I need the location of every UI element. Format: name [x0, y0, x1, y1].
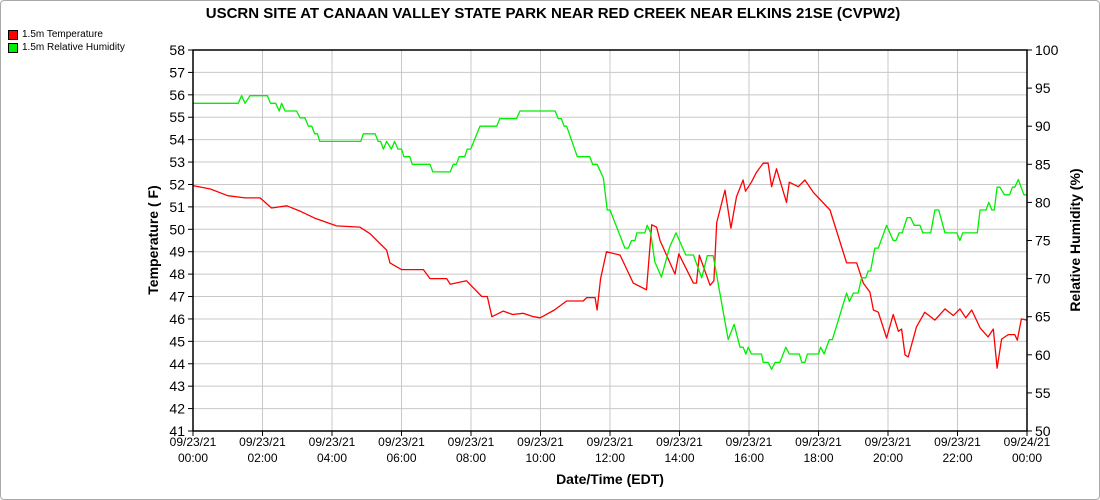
x-tick-date: 09/23/21: [309, 435, 356, 449]
legend-item-temperature[interactable]: 1.5m Temperature: [8, 28, 125, 41]
y-tick-label: 45: [169, 333, 185, 349]
y2-tick-label: 85: [1035, 156, 1051, 172]
x-tick-date: 09/23/21: [587, 435, 634, 449]
x-tick-date: 09/23/21: [726, 435, 773, 449]
y-tick-label: 56: [169, 87, 185, 103]
legend-label: 1.5m Temperature: [22, 29, 103, 40]
x-tick-date: 09/23/21: [239, 435, 286, 449]
x-tick-time: 18:00: [803, 451, 833, 465]
grid: [192, 49, 1028, 432]
x-tick-date: 09/23/21: [170, 435, 217, 449]
chart-title: USCRN SITE AT CANAAN VALLEY STATE PARK N…: [206, 5, 901, 22]
x-tick-time: 12:00: [595, 451, 625, 465]
legend-swatch-red: [8, 29, 18, 40]
y-tick-label: 42: [169, 401, 185, 417]
y2-tick-label: 80: [1035, 194, 1051, 210]
y-tick-label: 52: [169, 176, 185, 192]
legend-item-humidity[interactable]: 1.5m Relative Humidity: [8, 41, 125, 54]
x-tick-time: 16:00: [734, 451, 764, 465]
y2-tick-label: 75: [1035, 233, 1051, 249]
y-tick-label: 57: [169, 64, 185, 80]
x-tick-date: 09/24/21: [1004, 435, 1051, 449]
x-tick-time: 22:00: [942, 451, 972, 465]
x-tick-date: 09/23/21: [934, 435, 981, 449]
legend: 1.5m Temperature 1.5m Relative Humidity: [8, 28, 125, 54]
x-tick-time: 06:00: [386, 451, 416, 465]
x-tick-time: 00:00: [178, 451, 208, 465]
y-tick-label: 43: [169, 378, 185, 394]
x-tick-time: 14:00: [664, 451, 694, 465]
y-tick-label: 46: [169, 311, 185, 327]
y2-tick-label: 65: [1035, 309, 1051, 325]
x-tick-time: 00:00: [1012, 451, 1042, 465]
y-tick-label: 41: [169, 423, 185, 439]
legend-swatch-green: [8, 42, 18, 53]
y-tick-label: 54: [169, 132, 185, 148]
x-tick-date: 09/23/21: [378, 435, 425, 449]
x-axis-title: Date/Time (EDT): [556, 471, 664, 487]
x-tick-time: 10:00: [525, 451, 555, 465]
x-tick-time: 02:00: [247, 451, 277, 465]
temperature-line: [192, 162, 1027, 369]
y2-tick-label: 60: [1035, 347, 1051, 363]
axis-ticks: 41 42 43 44 45 46 47 48 49 50 51 52 53 54 55 56 57 58 50 55…: [169, 42, 1058, 465]
x-tick-date: 09/23/21: [448, 435, 495, 449]
x-tick-date: 09/23/21: [656, 435, 703, 449]
y-tick-label: 51: [169, 199, 185, 215]
y2-tick-label: 95: [1035, 80, 1051, 96]
y-tick-label: 58: [169, 42, 185, 58]
y2-tick-label: 90: [1035, 118, 1051, 134]
y-tick-label: 49: [169, 244, 185, 260]
y2-tick-label: 55: [1035, 385, 1051, 401]
humidity-line: [193, 95, 1027, 370]
y-tick-label: 55: [169, 109, 185, 125]
y2-tick-label: 50: [1035, 423, 1051, 439]
y-tick-label: 53: [169, 154, 185, 170]
y2-tick-label: 100: [1035, 42, 1059, 58]
x-tick-date: 09/23/21: [795, 435, 842, 449]
y-tick-label: 48: [169, 266, 185, 282]
y-tick-label: 47: [169, 289, 185, 305]
y2-axis-title: Relative Humidity (%): [1067, 168, 1083, 311]
x-tick-date: 09/23/21: [517, 435, 564, 449]
x-tick-time: 20:00: [873, 451, 903, 465]
x-tick-time: 04:00: [317, 451, 347, 465]
y2-tick-label: 70: [1035, 271, 1051, 287]
y-tick-label: 44: [169, 356, 185, 372]
y-tick-label: 50: [169, 221, 185, 237]
series-layer: [192, 95, 1027, 370]
y-axis-title: Temperature ( F): [145, 185, 161, 294]
x-tick-date: 09/23/21: [865, 435, 912, 449]
x-tick-time: 08:00: [456, 451, 486, 465]
legend-label: 1.5m Relative Humidity: [22, 42, 125, 53]
